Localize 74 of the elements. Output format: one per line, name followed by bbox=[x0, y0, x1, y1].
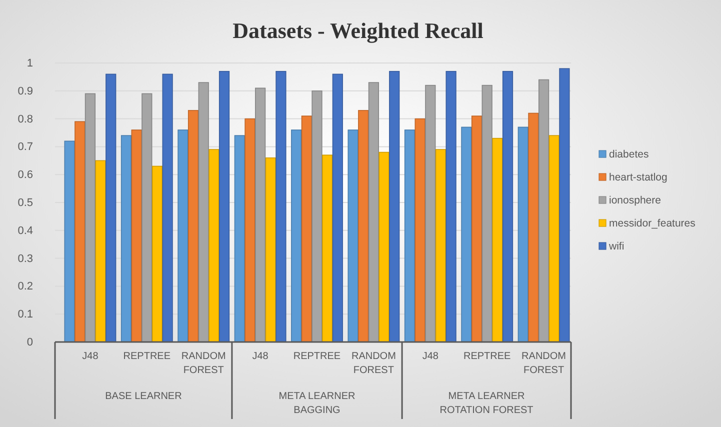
bar bbox=[74, 121, 86, 342]
bar bbox=[152, 166, 163, 342]
y-tick-label: 1 bbox=[26, 58, 33, 70]
bar bbox=[461, 126, 472, 342]
x-tick-label: RANDOM FOREST bbox=[351, 351, 396, 376]
bar bbox=[244, 118, 256, 342]
text: META LEARNER ROTATION FOREST bbox=[440, 391, 534, 416]
bar bbox=[559, 68, 570, 342]
bar bbox=[254, 88, 266, 342]
legend-label: ionosphere bbox=[609, 194, 662, 206]
bar bbox=[208, 149, 220, 342]
x-tick-label: REPTREE bbox=[123, 351, 171, 362]
y-tick-label: 0.6 bbox=[18, 169, 33, 182]
bar bbox=[368, 82, 379, 342]
bar bbox=[162, 74, 173, 342]
y-tick-label: 0.7 bbox=[18, 141, 33, 154]
x-tick-label: RANDOM FOREST bbox=[522, 351, 566, 376]
bar bbox=[414, 118, 426, 342]
bar bbox=[446, 70, 456, 342]
bar bbox=[471, 116, 482, 342]
bar bbox=[528, 112, 539, 342]
y-tick-label: 0.5 bbox=[18, 197, 33, 210]
y-tick-label: 0.1 bbox=[18, 308, 33, 321]
bar bbox=[265, 157, 276, 342]
x-tick-label: J48 bbox=[82, 351, 99, 362]
bar bbox=[106, 74, 116, 342]
bar bbox=[425, 84, 436, 342]
bar bbox=[518, 126, 528, 342]
y-tick-label: 0.3 bbox=[18, 252, 33, 265]
bar bbox=[301, 116, 312, 342]
bar bbox=[548, 135, 560, 342]
bar bbox=[95, 160, 106, 342]
bar bbox=[502, 70, 514, 342]
bar bbox=[198, 82, 209, 342]
y-tick-label: 0.2 bbox=[18, 280, 33, 293]
legend-label: diabetes bbox=[609, 148, 649, 160]
bar bbox=[332, 74, 343, 342]
x-tick-label: J48 bbox=[422, 351, 439, 362]
bar bbox=[234, 135, 245, 342]
bar bbox=[178, 130, 188, 342]
bar bbox=[435, 149, 446, 342]
bar bbox=[482, 84, 492, 342]
bar bbox=[218, 70, 230, 342]
text: META LEARNER BAGGING bbox=[278, 391, 356, 416]
bar bbox=[348, 130, 358, 342]
legend-label: wifi bbox=[608, 240, 624, 252]
y-tick-label: 0.9 bbox=[18, 85, 33, 98]
bar bbox=[131, 130, 142, 342]
x-tick-label: REPTREE bbox=[293, 351, 341, 362]
legend-label: heart-statlog bbox=[609, 172, 668, 184]
bar bbox=[492, 138, 503, 342]
x-tick-label: REPTREE bbox=[463, 351, 512, 362]
bar bbox=[322, 154, 333, 342]
bar bbox=[291, 130, 302, 342]
y-tick-label: 0.8 bbox=[18, 113, 33, 126]
bar bbox=[389, 70, 400, 342]
text: BASE LEARNER bbox=[105, 391, 182, 402]
y-tick-label: 0.4 bbox=[18, 224, 33, 237]
bar bbox=[120, 135, 132, 342]
legend-label: messidor_features bbox=[609, 218, 696, 230]
bar bbox=[312, 90, 322, 342]
bar bbox=[404, 130, 416, 342]
bar bbox=[142, 93, 152, 342]
bar bbox=[276, 70, 286, 342]
x-tick-label: RANDOM FOREST bbox=[181, 351, 226, 376]
bar bbox=[378, 152, 390, 342]
bar bbox=[538, 79, 550, 342]
bar bbox=[64, 140, 75, 342]
bar bbox=[188, 110, 199, 342]
bar bbox=[84, 93, 96, 342]
y-tick-label: 0 bbox=[26, 336, 33, 349]
bar bbox=[358, 110, 369, 342]
chart-title: Datasets - Weighted Recall bbox=[232, 18, 484, 43]
x-tick-label: J48 bbox=[252, 351, 269, 362]
